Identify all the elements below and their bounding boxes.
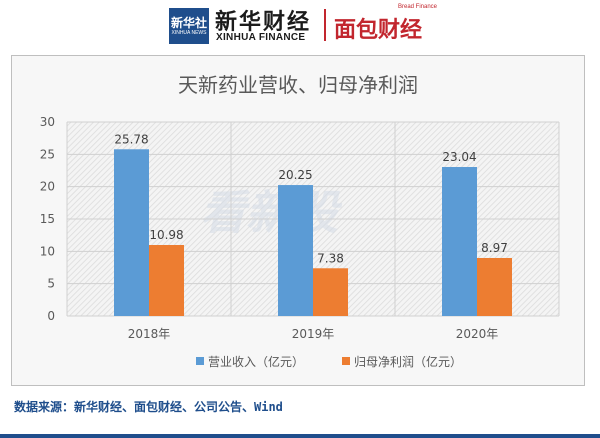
net-profit-bar bbox=[477, 257, 512, 316]
net-profit-data-label: 8.97 bbox=[481, 241, 508, 255]
bottom-rule bbox=[0, 434, 600, 438]
y-axis-ticks: 0 5 10 15 20 25 30 bbox=[40, 115, 55, 323]
bars bbox=[114, 149, 512, 316]
xinhua-badge-en: XINHUA NEWS bbox=[171, 29, 207, 36]
revenue-bar bbox=[278, 185, 313, 316]
header-logos: 新华社 XINHUA NEWS 新华财经 XINHUA FINANCE Brea… bbox=[0, 0, 600, 48]
chart-title: 天新药业营收、归母净利润 bbox=[178, 73, 418, 97]
data-labels: 25.78 20.25 23.04 10.98 7.38 8.97 bbox=[114, 132, 508, 265]
xinhua-finance-logo-cn: 新华财经 bbox=[215, 9, 312, 35]
net-profit-bar bbox=[313, 268, 348, 316]
net-profit-data-label: 10.98 bbox=[149, 228, 183, 242]
legend-label-net-profit: 归母净利润（亿元） bbox=[354, 354, 462, 369]
revenue-data-label: 20.25 bbox=[278, 168, 312, 182]
xinhua-finance-logo-en: XINHUA FINANCE bbox=[216, 32, 306, 43]
y-tick-label: 25 bbox=[40, 147, 55, 161]
legend-swatch-revenue bbox=[196, 357, 204, 365]
y-tick-label: 0 bbox=[47, 309, 55, 323]
y-tick-label: 10 bbox=[40, 244, 55, 258]
revenue-data-label: 23.04 bbox=[442, 150, 476, 164]
x-tick-label: 2020年 bbox=[456, 327, 499, 341]
legend-label-revenue: 营业收入（亿元） bbox=[208, 354, 304, 369]
bar-chart: 天新药业营收、归母净利润 看新股 0 5 10 15 20 25 30 25.78 20.25… bbox=[40, 73, 560, 369]
xinhua-badge-cn: 新华社 bbox=[170, 15, 207, 30]
watermark-text: 看新股 bbox=[200, 186, 343, 240]
revenue-bar bbox=[442, 167, 477, 316]
y-tick-label: 30 bbox=[40, 115, 55, 129]
revenue-bar bbox=[114, 149, 149, 316]
y-tick-label: 5 bbox=[47, 277, 55, 291]
bread-finance-logo-en: Bread Finance bbox=[398, 4, 438, 10]
x-tick-label: 2019年 bbox=[292, 327, 335, 341]
y-tick-label: 15 bbox=[40, 212, 55, 226]
data-source-note: 数据来源：新华财经、面包财经、公司公告、Wind bbox=[14, 400, 283, 414]
bread-finance-logo-cn: 面包财经 bbox=[334, 18, 423, 43]
legend-swatch-net-profit bbox=[342, 357, 350, 365]
x-tick-label: 2018年 bbox=[128, 327, 171, 341]
xinhua-news-logo: 新华社 XINHUA NEWS bbox=[169, 8, 209, 44]
net-profit-bar bbox=[149, 244, 184, 316]
x-axis-ticks: 2018年 2019年 2020年 bbox=[128, 327, 499, 341]
chart-frame: 天新药业营收、归母净利润 看新股 0 5 10 15 20 25 30 25.78 20.25… bbox=[11, 55, 585, 386]
legend: 营业收入（亿元） 归母净利润（亿元） bbox=[196, 354, 462, 369]
revenue-data-label: 25.78 bbox=[114, 132, 148, 146]
header-divider bbox=[324, 9, 326, 41]
net-profit-data-label: 7.38 bbox=[317, 251, 344, 265]
y-tick-label: 20 bbox=[40, 180, 55, 194]
